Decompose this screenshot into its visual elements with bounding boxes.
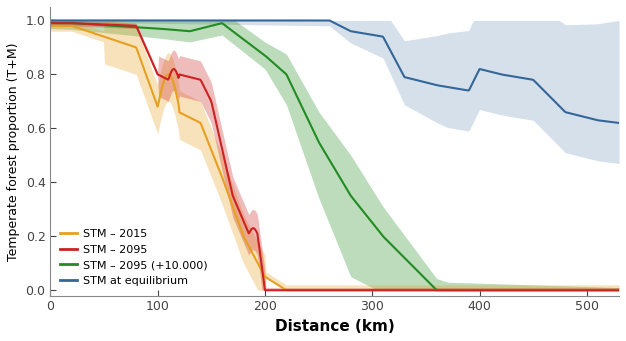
X-axis label: Distance (km): Distance (km) [275, 319, 394, 334]
Y-axis label: Temperate forest proportion (T+M): Temperate forest proportion (T+M) [7, 42, 20, 261]
Legend: STM – 2015, STM – 2095, STM – 2095 (+10.000), STM at equilibrium: STM – 2015, STM – 2095, STM – 2095 (+10.… [56, 224, 212, 290]
